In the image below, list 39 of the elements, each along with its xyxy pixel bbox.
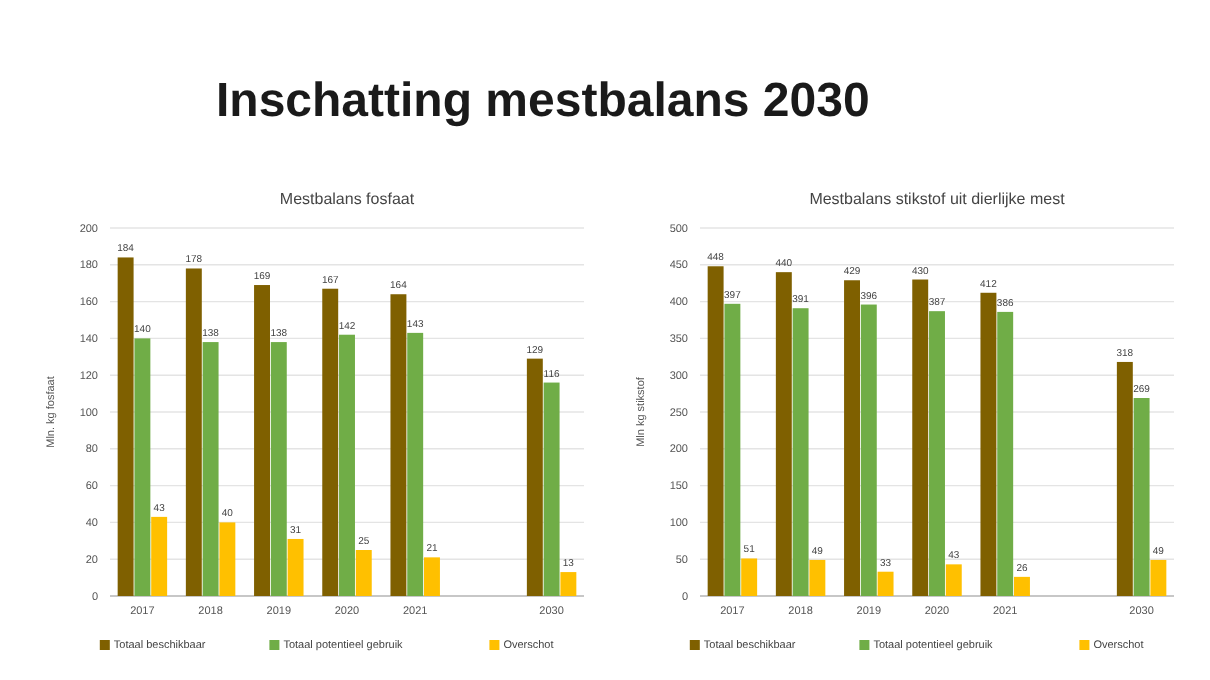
bar [860,304,877,596]
bar [270,342,287,596]
bar [202,342,219,596]
bar [407,332,424,596]
bar [724,303,741,596]
bar [543,382,560,596]
bar [1133,398,1150,596]
bar [707,266,724,596]
bar [322,288,339,596]
bar [355,550,372,596]
chart-title: Mestbalans stikstof uit dierlijke mest [809,190,1067,208]
bar [809,559,826,596]
bar [117,257,134,596]
bar [185,268,202,596]
bar [287,538,304,596]
chart-title: Mestbalans fosfaat [279,190,416,208]
bar [134,338,151,596]
bar [219,522,236,596]
bar [339,334,355,596]
bar [560,572,577,596]
bar [945,564,962,596]
bar [844,280,860,596]
bar [1116,361,1133,596]
bar [424,557,440,596]
bar [997,311,1014,596]
bar [929,311,945,596]
bar [526,358,543,596]
text: Inschatting mestbalans 2030 [216,74,870,128]
bar [980,292,997,596]
bar [390,294,407,596]
bar [877,571,894,596]
bar [151,516,168,596]
bar [792,308,809,596]
bar [254,285,270,596]
bar [741,558,758,596]
bar [1014,576,1030,596]
bar [1150,559,1167,596]
bar [912,279,929,596]
bar [775,272,792,596]
